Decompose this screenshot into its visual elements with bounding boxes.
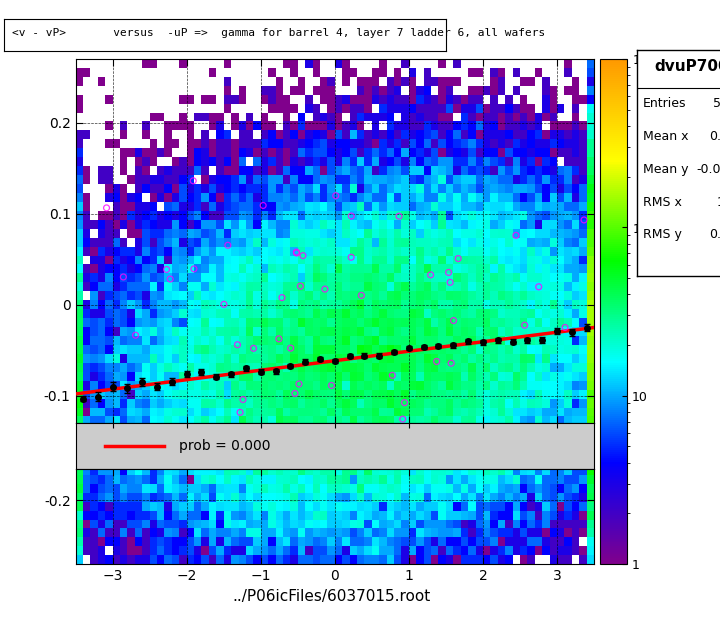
Point — [578, 215, 590, 225]
Point — [257, 200, 269, 210]
Point — [319, 284, 330, 294]
Point — [393, 211, 405, 221]
Point — [161, 265, 172, 275]
Text: RMS x: RMS x — [643, 195, 682, 208]
Point — [346, 211, 357, 221]
Point — [248, 343, 259, 353]
Point — [187, 176, 199, 186]
Point — [273, 334, 284, 343]
Text: prob = 0.000: prob = 0.000 — [179, 439, 271, 453]
Text: Entries: Entries — [643, 97, 687, 110]
Point — [397, 414, 408, 424]
Point — [164, 274, 176, 284]
Text: <v - vP>       versus  -uP =>  gamma for barrel 4, layer 7 ladder 6, all wafers: <v - vP> versus -uP => gamma for barrel … — [12, 28, 546, 38]
Point — [425, 270, 436, 280]
Text: RMS y: RMS y — [643, 228, 682, 241]
Point — [291, 248, 302, 258]
Text: ../P06icFiles/6037015.root: ../P06icFiles/6037015.root — [232, 590, 431, 604]
Point — [285, 343, 297, 353]
Point — [325, 381, 337, 391]
Point — [510, 231, 522, 241]
Point — [276, 293, 288, 303]
Point — [101, 203, 112, 213]
Point — [431, 356, 442, 366]
Point — [533, 282, 544, 292]
Point — [519, 321, 531, 330]
Point — [218, 299, 230, 309]
Point — [291, 247, 302, 257]
Point — [232, 340, 243, 350]
Point — [444, 277, 456, 287]
Point — [356, 290, 367, 300]
Point — [222, 241, 233, 250]
Point — [452, 254, 464, 264]
Point — [346, 252, 357, 262]
Point — [289, 389, 301, 399]
Point — [234, 407, 246, 417]
Text: Mean x: Mean x — [643, 130, 688, 143]
Text: 0.1081: 0.1081 — [708, 228, 720, 241]
Point — [238, 394, 249, 404]
Point — [330, 191, 341, 201]
Text: Mean y: Mean y — [643, 162, 688, 175]
Point — [399, 397, 410, 407]
Text: 0.4949: 0.4949 — [709, 130, 720, 143]
Point — [443, 267, 454, 277]
Point — [297, 250, 309, 260]
Text: dvuP7006: dvuP7006 — [654, 59, 720, 74]
Point — [117, 272, 129, 282]
Point — [188, 264, 199, 274]
Point — [294, 281, 306, 291]
Text: 1.982: 1.982 — [717, 195, 720, 208]
Point — [446, 358, 457, 368]
Point — [293, 379, 305, 389]
Point — [448, 316, 459, 326]
Text: 56475: 56475 — [713, 97, 720, 110]
Text: -0.04581: -0.04581 — [696, 162, 720, 175]
Point — [559, 322, 571, 332]
Point — [130, 330, 141, 340]
Point — [387, 370, 398, 380]
